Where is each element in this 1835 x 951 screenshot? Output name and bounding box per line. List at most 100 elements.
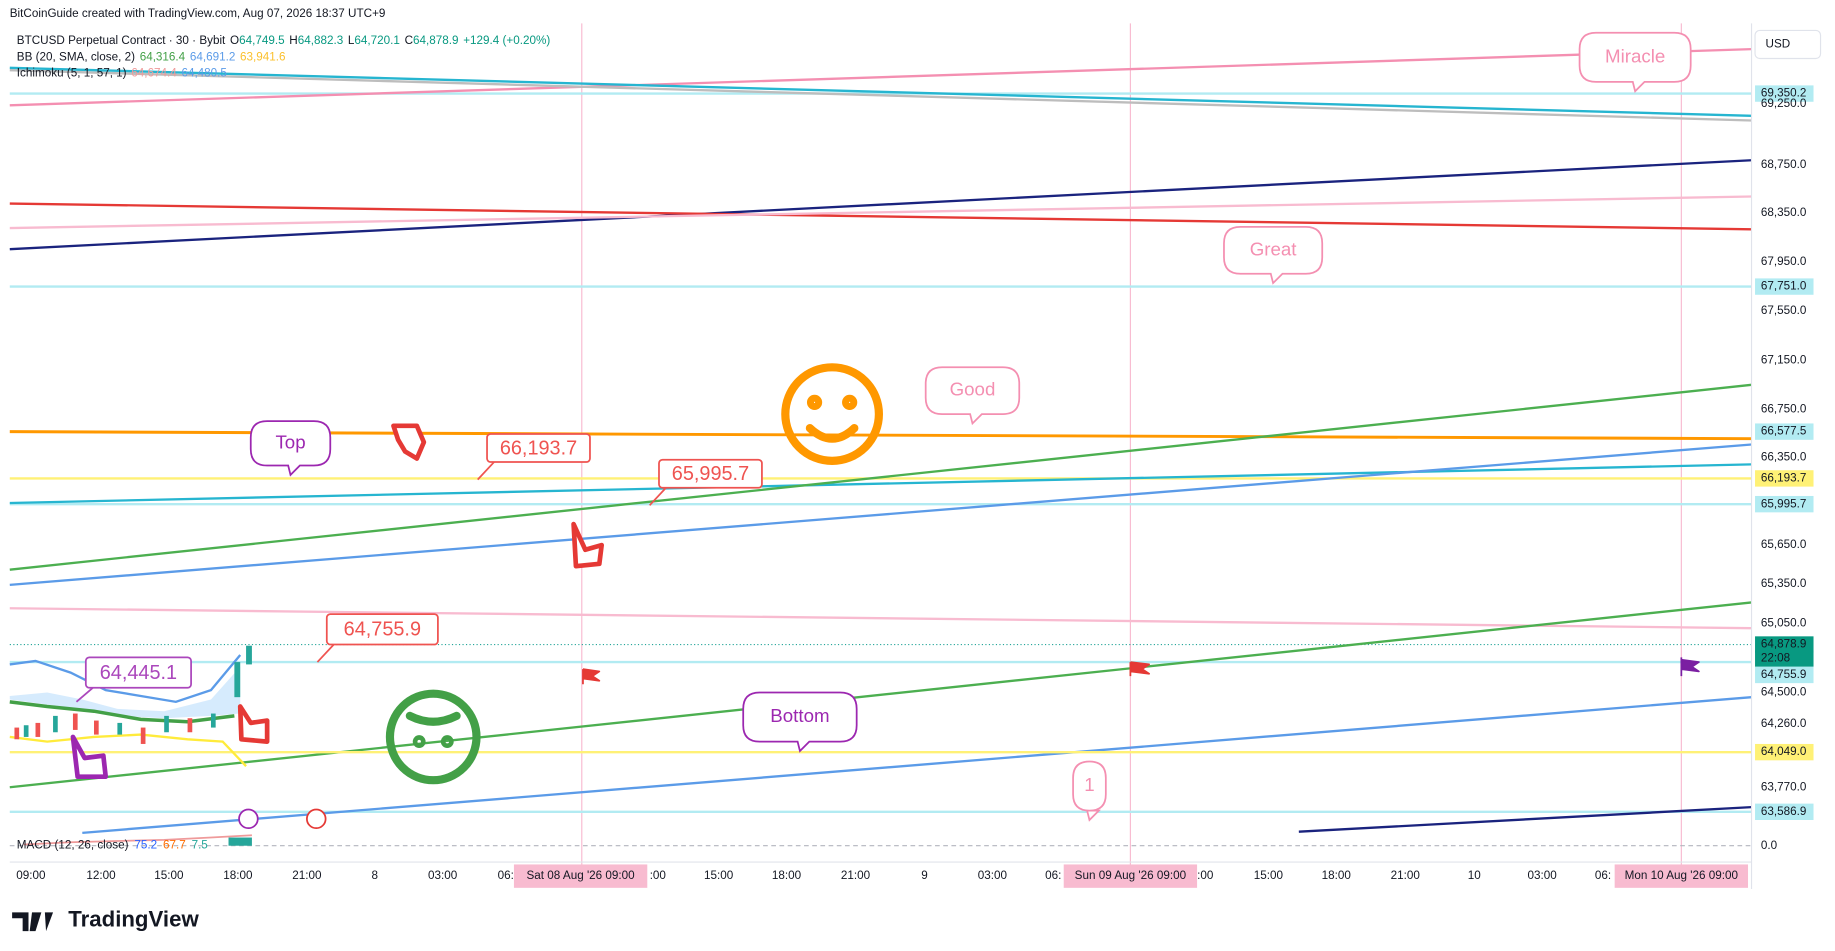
time-label: 18:00 [772, 869, 802, 882]
legend-name: BB (20, SMA, close, 2) [17, 50, 135, 63]
price-tag-text: 66,193.7 [500, 437, 577, 459]
price-label-bg [1755, 636, 1814, 653]
price-label: 67,950.0 [1761, 255, 1807, 268]
brand: TradingView [68, 906, 199, 931]
price-tag-text: 64,755.9 [344, 619, 421, 641]
macd-legend: MACD (12, 26, close) 75.2 67.7 7.5 [17, 839, 209, 852]
price-label: 64,049.0 [1761, 745, 1807, 758]
legend-value: 64,749.5 [239, 34, 285, 47]
time-label: :00 [650, 869, 667, 882]
price-label: 63,770.0 [1761, 780, 1807, 793]
legend-label: L [348, 34, 355, 47]
price-series [9, 645, 252, 846]
price-label: 67,751.0 [1761, 280, 1807, 293]
price-label: 68,350.0 [1761, 206, 1807, 219]
legend-label: O [230, 34, 239, 47]
callout-bubble [1072, 760, 1107, 822]
price-label: 69,250.0 [1761, 97, 1807, 110]
price-label: 67,550.0 [1761, 304, 1807, 317]
time-label: 21:00 [292, 869, 322, 882]
callout-text: Miracle [1605, 45, 1665, 66]
price-label: 22:08 [1761, 652, 1790, 665]
legend-name: BTCUSD Perpetual Contract · 30 · Bybit [17, 34, 226, 47]
callout-bubble [742, 691, 858, 753]
callout-text: Top [275, 431, 305, 452]
price-label: 65,995.7 [1761, 497, 1807, 510]
price-tag-box [486, 433, 591, 463]
price-label: 66,193.7 [1761, 472, 1807, 485]
currency-button[interactable] [1754, 29, 1822, 60]
callout-bubble [1223, 226, 1324, 285]
legend-label: C [405, 34, 413, 47]
brand-logo [12, 912, 54, 932]
macd-name: MACD (12, 26, close) [17, 839, 129, 852]
time-label: 21:00 [1391, 869, 1421, 882]
price-label: 64,755.9 [1761, 668, 1807, 681]
time-label: 06: [1595, 869, 1611, 882]
price-label: 68,750.0 [1761, 158, 1807, 171]
time-label: 21:00 [841, 869, 871, 882]
price-label: 66,350.0 [1761, 450, 1807, 463]
price-label-bg [1755, 650, 1814, 667]
price-label: 65,350.0 [1761, 577, 1807, 590]
price-tag-pointer [75, 687, 94, 703]
price-label: 63,586.9 [1761, 805, 1807, 818]
legend-value: 64,674.4 [131, 67, 177, 80]
price-label: 64,260.0 [1761, 717, 1807, 730]
time-label-bg [1614, 864, 1749, 888]
price-label-bg [1755, 666, 1814, 684]
legend-value: 64,878.9 [413, 34, 459, 47]
time-label: 15:00 [704, 869, 734, 882]
legend-value: 64,691.2 [190, 50, 236, 63]
macd-value: 75.2 [134, 839, 157, 852]
price-label-bg [1755, 423, 1814, 440]
time-label: 15:00 [154, 869, 184, 882]
price-tag-pointer [648, 487, 667, 506]
legend-row: BTCUSD Perpetual Contract · 30 · Bybit O6… [17, 34, 551, 47]
macd-value: 7.5 [192, 839, 209, 852]
price-tag-text: 65,995.7 [672, 463, 749, 485]
price-label: 64,500.0 [1761, 686, 1807, 699]
currency[interactable]: USD [1766, 38, 1791, 51]
callout-bubble [249, 420, 332, 477]
legend-value: 64,480.5 [181, 67, 227, 80]
time-label-bg [513, 864, 648, 888]
price-label: 66,577.5 [1761, 425, 1807, 438]
legend-label: H [289, 34, 297, 47]
credit: BitCoinGuide created with TradingView.co… [10, 7, 386, 20]
price-label: 69,350.2 [1761, 87, 1807, 100]
legend-row: Ichimoku (5, 1, 57, 1) 64,674.4 64,480.5 [17, 67, 228, 80]
callout-text: 1 [1084, 774, 1094, 795]
price-tag-text: 64,445.1 [100, 662, 177, 684]
callout-bubble [1578, 31, 1692, 93]
legend-name: Ichimoku (5, 1, 57, 1) [17, 67, 127, 80]
legend-row: BB (20, SMA, close, 2) 64,316.4 64,691.2 63… [17, 50, 286, 63]
time-label-bg [1063, 864, 1198, 888]
time-label: 03:00 [428, 869, 458, 882]
price-tag-pointer [316, 643, 335, 663]
time-label: 18:00 [223, 869, 253, 882]
price-tag-pointer [477, 461, 495, 481]
macd-value: 67.7 [163, 839, 186, 852]
time-label: 06: [1045, 869, 1061, 882]
time-label: 12:00 [86, 869, 116, 882]
time-label: 15:00 [1254, 869, 1284, 882]
price-label-bg [1755, 278, 1814, 295]
price-label: 65,050.0 [1761, 617, 1807, 630]
time-label: 03:00 [978, 869, 1008, 882]
price-label: 0.0 [1761, 839, 1778, 852]
callout-text: Good [950, 379, 996, 400]
price-tag-box [84, 656, 192, 689]
legend-value: 64,882.3 [298, 34, 343, 47]
time-label: 18:00 [1322, 869, 1352, 882]
price-label: 66,750.0 [1761, 403, 1807, 416]
smileys [385, 363, 883, 785]
time-label: 10 [1468, 869, 1482, 882]
time-label: Sat 08 Aug '26 09:00 [527, 869, 636, 882]
hand-icons [70, 423, 1700, 830]
price-label-bg [1755, 743, 1814, 761]
time-label: Mon 10 Aug '26 09:00 [1625, 869, 1739, 882]
time-label: 8 [371, 869, 378, 882]
